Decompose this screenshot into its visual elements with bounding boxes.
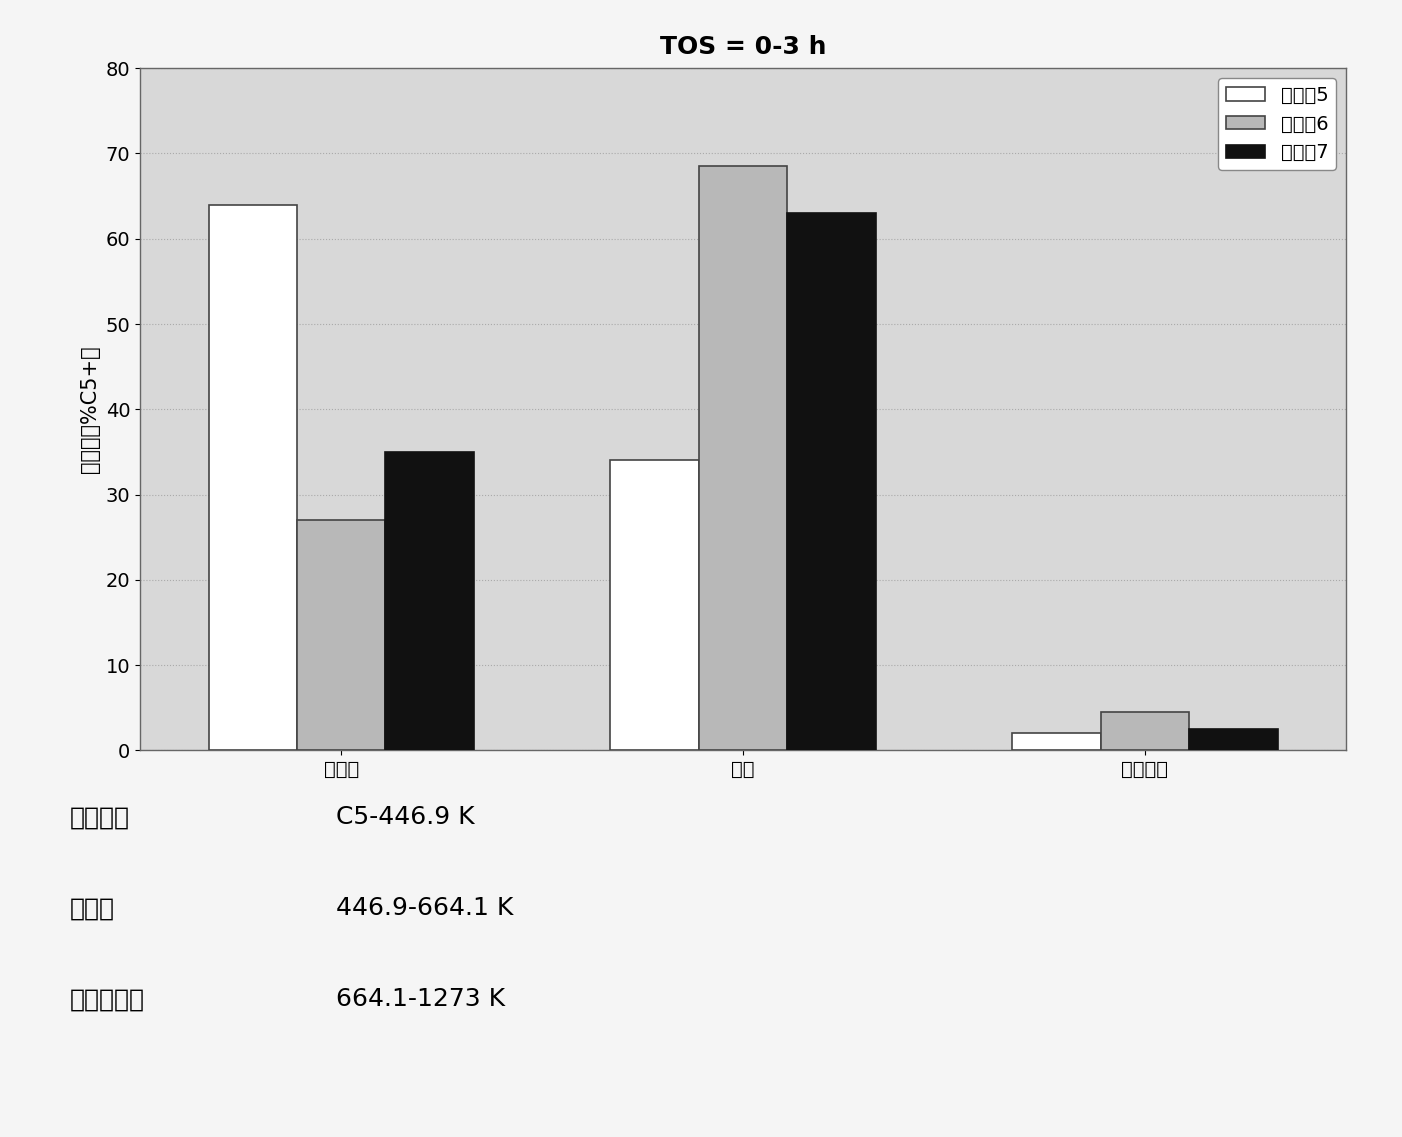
- Text: 石脑油：: 石脑油：: [70, 805, 130, 829]
- Bar: [610, 460, 698, 750]
- Y-axis label: 选择性（%C5+）: 选择性（%C5+）: [80, 346, 100, 473]
- Bar: [209, 205, 297, 750]
- Bar: [698, 166, 788, 750]
- Text: 664.1-1273 K: 664.1-1273 K: [336, 987, 506, 1011]
- Text: C5-446.9 K: C5-446.9 K: [336, 805, 475, 829]
- Legend: 实施例5, 实施例6, 实施例7: 实施例5, 实施例6, 实施例7: [1218, 78, 1336, 169]
- Text: 柴油：: 柴油：: [70, 896, 115, 920]
- Bar: [788, 214, 876, 750]
- Bar: [1101, 712, 1189, 750]
- Bar: [386, 451, 474, 750]
- Title: TOS = 0-3 h: TOS = 0-3 h: [660, 35, 826, 59]
- Bar: [1189, 729, 1277, 750]
- Bar: [1012, 733, 1101, 750]
- Text: 重质级分：: 重质级分：: [70, 987, 144, 1011]
- Text: 446.9-664.1 K: 446.9-664.1 K: [336, 896, 515, 920]
- Bar: [297, 521, 386, 750]
